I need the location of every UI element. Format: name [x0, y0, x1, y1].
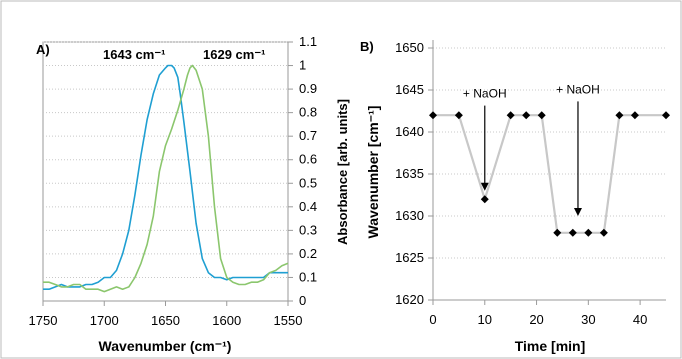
panel-b-data-point [537, 111, 546, 120]
panel-b-gridlines [428, 47, 666, 305]
panel-b-data-point [662, 111, 670, 120]
panel-b-x-tick-label: 40 [633, 312, 647, 327]
panel-a-x-tick-label: 1650 [151, 313, 180, 328]
panel-b-data-point [568, 228, 577, 237]
panel-b-x-tick-label: 30 [581, 312, 595, 327]
panel-b-y-tick-label: 1650 [395, 40, 424, 55]
panel-b-data-point [584, 228, 593, 237]
panel-a-gridlines [42, 41, 293, 306]
panel-b-y-tick-label: 1625 [395, 250, 424, 265]
panel-b-data-point [454, 111, 463, 120]
naoh-annotation-label: + NaOH [556, 82, 600, 96]
panel-a-x-axis-title: Wavenumber (cm⁻¹) [99, 338, 232, 354]
panel-a-y-tick-label: 0.2 [299, 246, 317, 261]
panel-a-x-tick-labels: 1750 1700 1650 1600 1550 [29, 313, 303, 328]
panel-a-series-line-2 [43, 64, 289, 293]
panel-b-y-tick-label: 1630 [395, 208, 424, 223]
panel-a-y-axis-title: Absorbance [arb. units] [335, 99, 350, 245]
panel-a-x-tick-label: 1600 [212, 313, 241, 328]
panel-a-series [43, 64, 289, 293]
panel-a-y-tick-label: 1.1 [299, 34, 317, 49]
panel-b-x-axis-title: Time [min] [515, 338, 586, 354]
panel-a-y-tick-label: 0.8 [299, 105, 317, 120]
panel-b-x-tick-label: 0 [429, 312, 436, 327]
panel-b-wavenumber-time-chart: + NaOH + NaOH 1620 1625 1630 1635 1640 1645 165… [360, 39, 670, 354]
panel-b-data-point [506, 111, 515, 120]
naoh-arrow-head [573, 208, 582, 216]
panel-a-y-tick-labels: 0 0.1 0.2 0.3 0.4 0.5 0.6 0.7 0.8 0.9 1 1.1 [299, 34, 317, 308]
panel-b-series [429, 111, 670, 237]
panel-a-y-tick-label: 0.9 [299, 81, 317, 96]
panel-a-label: A) [36, 42, 50, 57]
panel-b-data-point [615, 111, 624, 120]
panel-a-y-tick-label: 0.7 [299, 128, 317, 143]
peak-label-1643: 1643 cm⁻¹ [103, 47, 166, 62]
panel-b-y-tick-label: 1635 [395, 166, 424, 181]
panel-b-data-point [480, 195, 489, 204]
panel-b-data-point [630, 111, 639, 120]
panel-a-series-line-1 [43, 64, 288, 291]
panel-a-x-tick-label: 1550 [274, 313, 303, 328]
panel-b-x-tick-label: 10 [478, 312, 492, 327]
panel-a-y-tick-label: 0.6 [299, 152, 317, 167]
panel-a-y-tick-label: 1 [299, 58, 306, 73]
panel-b-label: B) [360, 39, 374, 54]
naoh-annotation-label: + NaOH [463, 87, 507, 101]
panel-a-y-tick-label: 0.1 [299, 269, 317, 284]
panel-b-y-tick-label: 1645 [395, 82, 424, 97]
panel-a-y-tick-label: 0.4 [299, 199, 317, 214]
panel-b-y-tick-label: 1640 [395, 124, 424, 139]
panel-b-x-tick-label: 20 [529, 312, 543, 327]
panel-a-x-tick-label: 1700 [90, 313, 119, 328]
panel-b-data-point [429, 111, 437, 120]
panel-b-data-point [522, 111, 531, 120]
panel-a-absorbance-chart: 0 0.1 0.2 0.3 0.4 0.5 0.6 0.7 0.8 0.9 1 1.1 1750 170… [29, 34, 350, 354]
panel-a-y-tick-label: 0.5 [299, 175, 317, 190]
panel-a-y-tick-label: 0 [299, 293, 306, 308]
peak-label-1629: 1629 cm⁻¹ [203, 47, 266, 62]
panel-b-y-tick-labels: 1620 1625 1630 1635 1640 1645 1650 [395, 40, 424, 307]
panel-b-data-point [553, 228, 562, 237]
panel-b-y-axis-title: Wavenumber [cm⁻¹] [365, 106, 381, 239]
panel-b-y-tick-label: 1620 [395, 292, 424, 307]
panel-a-y-tick-label: 0.3 [299, 222, 317, 237]
panel-b-x-tick-labels: 0 10 20 30 40 [429, 312, 647, 327]
panel-b-data-point [599, 228, 608, 237]
panel-a-x-tick-label: 1750 [29, 313, 58, 328]
naoh-arrow-head [480, 182, 489, 191]
panel-b-annotations: + NaOH + NaOH [463, 82, 600, 216]
